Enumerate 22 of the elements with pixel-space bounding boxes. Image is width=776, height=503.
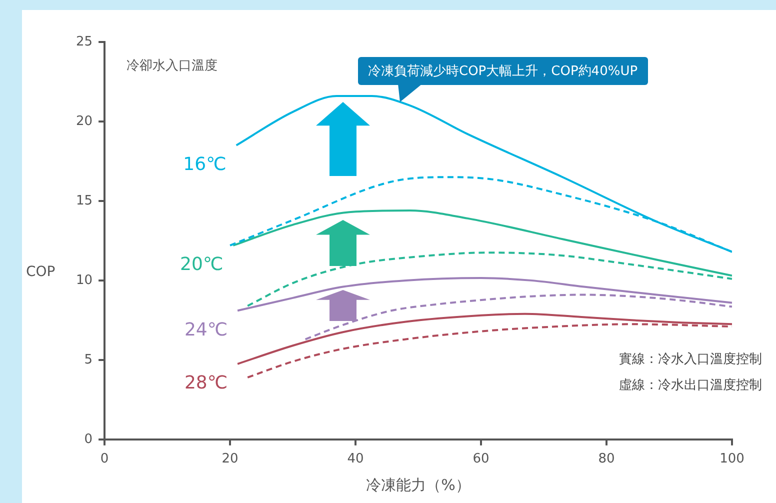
y-tick-label: 10 bbox=[76, 272, 93, 288]
y-tick-label: 5 bbox=[84, 352, 93, 368]
x-tick-label: 80 bbox=[598, 452, 615, 467]
y-tick-label: 20 bbox=[76, 114, 93, 129]
series-label: 28℃ bbox=[184, 372, 228, 394]
series-label: 20℃ bbox=[180, 254, 224, 276]
annotation: 實線：冷水入口溫度控制 bbox=[619, 350, 762, 367]
x-tick-label: 40 bbox=[347, 452, 364, 467]
series-label: 16℃ bbox=[183, 154, 226, 175]
annotation: 冷凍負荷減少時COP大幅上升，COP約40%UP bbox=[368, 64, 638, 79]
x-tick-label: 60 bbox=[472, 452, 490, 467]
annotation: 虛線：冷水出口溫度控制 bbox=[619, 376, 762, 393]
x-tick-label: 0 bbox=[100, 452, 109, 467]
legend-title: 冷卻水入口溫度 bbox=[126, 57, 218, 74]
y-tick-label: 15 bbox=[76, 193, 93, 208]
x-tick-label: 20 bbox=[222, 452, 238, 467]
y-axis-title: COP bbox=[26, 264, 56, 280]
y-tick-label: 25 bbox=[76, 34, 93, 50]
x-tick-label: 100 bbox=[720, 452, 744, 467]
y-tick-label: 0 bbox=[84, 432, 93, 447]
series-label: 24℃ bbox=[184, 319, 228, 340]
x-axis-title: 冷凍能力（%） bbox=[366, 476, 470, 494]
